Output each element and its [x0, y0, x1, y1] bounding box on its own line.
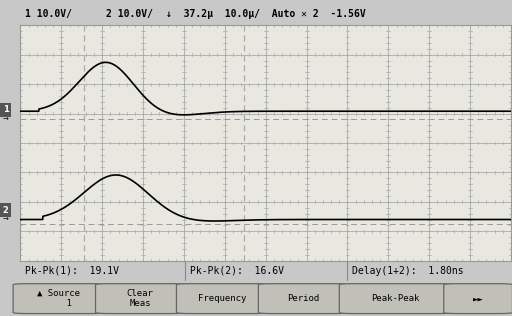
FancyBboxPatch shape	[177, 284, 267, 313]
FancyBboxPatch shape	[444, 284, 512, 313]
Text: Period: Period	[287, 294, 319, 303]
FancyBboxPatch shape	[96, 284, 185, 313]
Text: Delay(1+2):  1.80ns: Delay(1+2): 1.80ns	[352, 266, 463, 276]
FancyBboxPatch shape	[259, 284, 348, 313]
Text: 1 10.0V/: 1 10.0V/	[26, 9, 72, 19]
FancyBboxPatch shape	[13, 284, 104, 313]
Text: →: →	[3, 117, 8, 122]
Text: →: →	[3, 216, 8, 222]
Text: 1: 1	[3, 106, 8, 114]
Text: Peak-Peak: Peak-Peak	[372, 294, 420, 303]
Text: ▲ Source
    1: ▲ Source 1	[37, 289, 80, 308]
Text: 2 10.0V/: 2 10.0V/	[106, 9, 153, 19]
Text: ↓  37.2μ  10.0μ/  Auto ✕ 2  -1.56V: ↓ 37.2μ 10.0μ/ Auto ✕ 2 -1.56V	[166, 9, 366, 19]
Text: Frequency: Frequency	[198, 294, 246, 303]
Text: 2: 2	[3, 205, 8, 215]
Text: Pk-Pk(1):  19.1V: Pk-Pk(1): 19.1V	[26, 266, 119, 276]
Text: Clear
Meas: Clear Meas	[127, 289, 154, 308]
FancyBboxPatch shape	[339, 284, 452, 313]
Text: ►►: ►►	[473, 294, 483, 303]
Text: Pk-Pk(2):  16.6V: Pk-Pk(2): 16.6V	[190, 266, 284, 276]
